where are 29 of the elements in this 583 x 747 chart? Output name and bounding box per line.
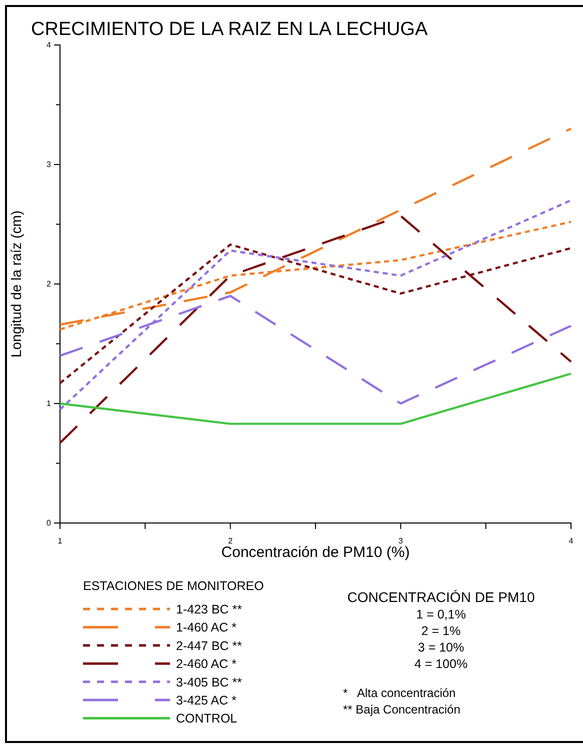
text: CONCENTRACIÓN DE PM10 (347, 589, 535, 605)
x-tick-label: 3 (398, 536, 404, 546)
line-series (58, 199, 572, 411)
legend-label: 2-447 BC ** (176, 638, 242, 653)
x-tick-label: 2 (228, 536, 234, 546)
y-tick-label: 0 (46, 518, 52, 528)
y-tick-label: 4 (46, 40, 52, 50)
legend-title: ESTACIONES DE MONITOREO (83, 579, 264, 593)
y-axis-title: Longitud de la raíz (cm) (8, 210, 24, 358)
x-tick-label: 4 (568, 536, 574, 546)
text: 2 = 1% (421, 624, 461, 638)
text: 1 = 0,1% (416, 608, 466, 622)
legend-label: 1-423 BC ** (176, 602, 242, 616)
chart-title: CRECIMIENTO DE LA RAIZ EN LA LECHUGA (31, 19, 428, 40)
text: ** Baja Concentración (343, 702, 460, 716)
y-tick-label: 1 (46, 399, 52, 408)
text: 4 = 100% (414, 657, 468, 671)
text: 3 = 10% (418, 640, 464, 654)
x-axis-title: Concentración de PM10 (%) (221, 544, 410, 561)
legend-label: 2-460 AC * (176, 657, 237, 672)
text: * Alta concentración (343, 686, 456, 700)
legend-label: 1-460 AC * (176, 620, 237, 635)
legend-label: 3-405 BC ** (176, 675, 242, 690)
y-tick-label: 2 (46, 280, 52, 289)
y-tick-label: 3 (46, 160, 52, 170)
legend-label: 3-425 AC * (176, 694, 237, 708)
line-series (58, 214, 572, 444)
x-tick-label: 1 (58, 536, 63, 546)
legend-label: CONTROL (176, 712, 238, 726)
